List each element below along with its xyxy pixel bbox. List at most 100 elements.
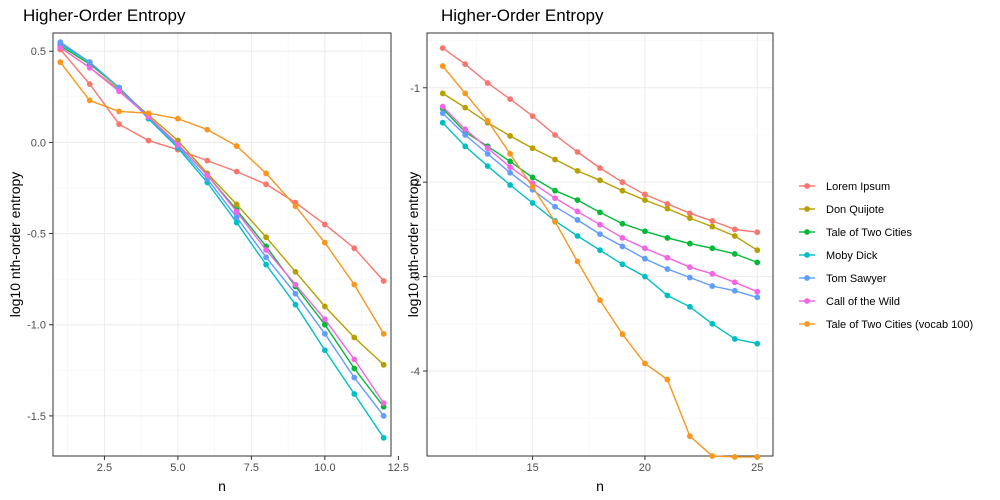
legend: Lorem Ipsum Don Quijote Tale of Two Cities…	[799, 181, 973, 331]
legend-label: Tale of Two Cities	[826, 227, 913, 239]
data-point	[462, 61, 469, 68]
data-point	[619, 234, 626, 241]
data-point	[529, 184, 536, 190]
data-point	[597, 165, 603, 171]
data-point	[507, 164, 514, 170]
plot-area	[426, 32, 774, 457]
data-point	[321, 221, 328, 228]
data-point	[731, 226, 738, 233]
legend-swatch-point	[804, 321, 810, 327]
data-point	[462, 132, 469, 138]
plot-border	[52, 32, 392, 457]
data-point	[57, 44, 64, 51]
y-tick-label: -1	[410, 83, 420, 95]
y-tick-label: 0.0	[31, 137, 46, 149]
data-point	[263, 254, 269, 261]
legend-swatch-point	[804, 298, 810, 304]
data-point	[462, 90, 469, 97]
data-point	[351, 374, 358, 381]
data-point	[263, 170, 269, 177]
left-chart-panel: 2.5 5.0 7.5 10.0 12.5 0.5 0.0 -0.5 -1.0 -1.5 Highe…	[7, 6, 409, 494]
legend-label: Moby Dick	[826, 250, 878, 262]
data-point	[552, 156, 558, 163]
series-tale-of-two-cities-vocab-100	[57, 59, 387, 337]
data-point	[642, 197, 648, 204]
plot-border	[426, 32, 774, 457]
data-point	[686, 433, 693, 440]
data-point	[507, 169, 514, 176]
data-point	[574, 149, 581, 155]
data-point	[233, 201, 240, 208]
data-point	[574, 233, 581, 239]
data-point	[754, 288, 761, 295]
data-point	[754, 340, 761, 347]
data-point	[664, 376, 671, 383]
y-tick-label: -2	[410, 177, 420, 189]
data-point	[552, 218, 558, 225]
y-tick-label: -1.0	[27, 320, 46, 332]
data-point	[619, 331, 626, 338]
series-line	[59, 41, 385, 417]
data-point	[204, 172, 211, 179]
legend-item: Call of the Wild	[799, 296, 900, 308]
data-point	[529, 113, 536, 119]
x-tick-label: 2.5	[97, 462, 112, 474]
data-point	[439, 45, 446, 52]
data-point	[439, 119, 446, 126]
legend-swatch-point	[804, 252, 810, 258]
data-point	[597, 209, 603, 216]
series-line	[59, 61, 385, 335]
data-point	[731, 233, 738, 239]
legend-label: Lorem Ipsum	[826, 181, 890, 193]
y-tick-label: 0.5	[31, 46, 46, 58]
legend-swatch-point	[804, 275, 810, 281]
data-point	[664, 292, 671, 299]
data-point	[731, 336, 738, 342]
data-point	[574, 167, 581, 174]
y-tick-label: -0.5	[27, 229, 46, 241]
legend-label: Tale of Two Cities (vocab 100)	[826, 319, 973, 331]
data-point	[619, 243, 626, 250]
data-point	[321, 330, 328, 337]
data-point	[462, 126, 469, 133]
data-point	[462, 104, 469, 111]
plot-area	[52, 32, 392, 457]
legend-swatch-point	[804, 229, 810, 235]
data-point	[507, 96, 514, 102]
x-tick-label: 12.5	[388, 462, 409, 474]
legend-item: Tom Sawyer	[799, 273, 887, 285]
minor-gridlines	[53, 33, 391, 456]
data-point	[145, 110, 152, 117]
x-tick-label: 7.5	[244, 462, 259, 474]
x-tick-label: 10.0	[314, 462, 335, 474]
data-point	[233, 168, 240, 175]
data-point	[462, 143, 469, 150]
x-tick-label: 25	[751, 462, 763, 474]
legend-swatch-point	[804, 206, 810, 212]
data-point	[263, 234, 269, 241]
legend-item: Don Quijote	[799, 204, 884, 216]
data-point	[552, 203, 558, 210]
data-point	[351, 356, 358, 363]
data-point	[686, 210, 693, 217]
data-point	[709, 283, 716, 289]
legend-item: Tale of Two Cities	[799, 227, 913, 239]
data-point	[574, 197, 581, 204]
data-point	[754, 294, 761, 301]
data-point	[175, 141, 181, 148]
data-point	[529, 145, 536, 152]
data-point	[145, 137, 152, 144]
data-point	[351, 391, 358, 397]
minor-gridlines	[427, 33, 773, 456]
data-point	[204, 126, 211, 133]
data-point	[709, 245, 716, 252]
data-point	[642, 360, 648, 367]
data-point	[292, 290, 299, 297]
data-point	[529, 200, 536, 206]
data-point	[686, 264, 693, 271]
data-point	[204, 157, 211, 164]
data-point	[574, 258, 581, 265]
data-point	[552, 195, 558, 202]
data-point	[709, 223, 716, 230]
x-axis-label: n	[596, 478, 604, 494]
